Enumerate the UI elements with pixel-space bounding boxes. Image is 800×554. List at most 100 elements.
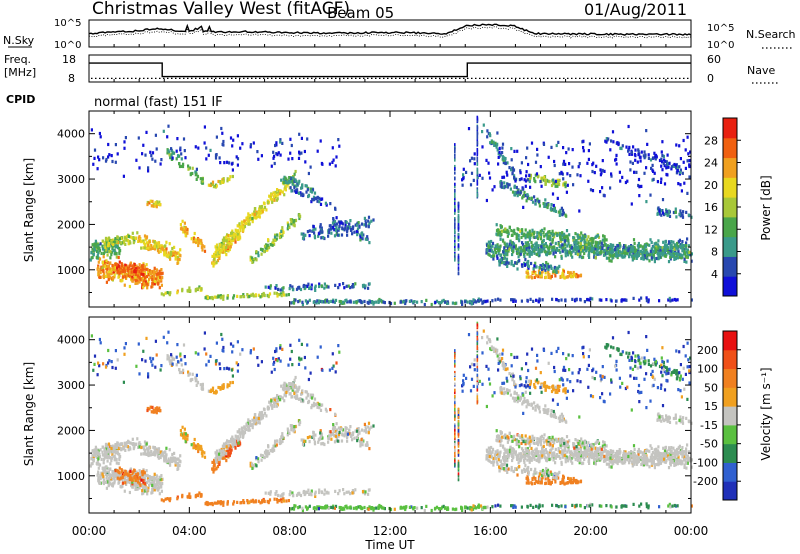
velocity-cell: [236, 443, 239, 447]
power-cell: [155, 205, 158, 209]
power-cell: [627, 149, 630, 153]
power-cell: [631, 258, 634, 262]
power-cell: [577, 165, 580, 169]
power-cell: [518, 239, 521, 243]
power-cell: [683, 251, 687, 256]
power-cell: [281, 190, 284, 194]
power-cell: [627, 248, 630, 253]
power-cell: [528, 179, 531, 184]
power-cell: [349, 228, 353, 232]
power-cell: [546, 205, 549, 210]
power-cell: [661, 198, 665, 202]
power-cell: [176, 261, 179, 265]
power-cell: [552, 203, 555, 208]
power-cell: [541, 298, 544, 302]
power-cell: [535, 235, 538, 239]
power-cell: [255, 250, 258, 254]
power-cell: [132, 241, 135, 245]
power-cell: [211, 182, 214, 186]
power-cell: [160, 292, 163, 296]
power-cell: [583, 240, 586, 244]
power-cell: [104, 245, 107, 249]
velocity-cell: [110, 446, 113, 451]
power-cell: [149, 272, 152, 276]
power-cell: [197, 243, 200, 248]
velocity-cell: [158, 492, 161, 496]
velocity-cell: [111, 446, 114, 450]
power-cell: [633, 246, 636, 250]
power-cell: [579, 244, 583, 248]
power-cell: [223, 161, 226, 165]
power-cell: [499, 253, 502, 258]
power-cell: [166, 135, 169, 139]
power-cell: [102, 268, 105, 273]
power-cell: [514, 179, 517, 183]
power-cell: [513, 298, 516, 302]
power-cell: [176, 137, 179, 141]
power-cell: [329, 202, 332, 206]
power-cell: [203, 141, 206, 145]
power-cell: [565, 249, 568, 253]
power-cell: [558, 232, 561, 236]
power-cell: [101, 239, 105, 243]
power-cell: [574, 251, 577, 256]
power-cell: [543, 234, 546, 238]
power-cell: [133, 267, 136, 271]
power-cell: [600, 250, 603, 254]
power-cell: [543, 264, 546, 268]
power-cell: [372, 302, 375, 306]
power-cell: [548, 245, 551, 249]
power-cell: [128, 284, 131, 289]
velocity-cell: [132, 478, 135, 482]
power-cell: [166, 291, 169, 295]
power-cell: [554, 241, 557, 245]
power-cell: [611, 251, 614, 256]
power-cell: [538, 266, 542, 270]
power-cell: [454, 158, 456, 162]
power-cell: [159, 275, 162, 279]
power-cell: [131, 231, 134, 235]
power-cell: [684, 166, 687, 170]
power-cell: [536, 199, 539, 203]
power-cell: [502, 250, 505, 254]
power-cell: [630, 150, 633, 154]
power-cell: [488, 249, 491, 253]
power-cell: [595, 164, 598, 168]
power-cell: [524, 251, 527, 255]
power-cell: [624, 180, 627, 185]
velocity-cell: [117, 461, 120, 466]
power-cell: [364, 221, 367, 226]
power-cell: [530, 261, 533, 266]
power-cell: [454, 164, 456, 168]
power-cell: [664, 254, 667, 258]
power-cell: [317, 232, 320, 236]
power-cell: [635, 254, 638, 258]
power-cell: [343, 286, 346, 290]
power-cell: [367, 286, 370, 290]
velocity-cell: [157, 408, 160, 413]
velocity-cell: [161, 452, 164, 456]
power-cell: [181, 164, 185, 169]
power-cell: [194, 170, 197, 174]
power-cell: [454, 205, 456, 209]
power-cell: [634, 148, 637, 152]
power-cell: [529, 297, 532, 301]
power-cell: [226, 233, 229, 237]
power-cell: [683, 249, 686, 253]
power-cell: [378, 297, 381, 302]
power-cell: [635, 256, 638, 260]
velocity-cell: [146, 492, 149, 496]
power-cell: [378, 299, 381, 303]
power-cell: [147, 270, 150, 274]
power-cell: [113, 268, 117, 272]
power-cell: [251, 258, 254, 262]
power-cell: [255, 210, 258, 214]
velocity-cell: [147, 486, 150, 490]
velocity-cell: [118, 456, 121, 460]
power-cell: [118, 271, 121, 275]
power-cell: [311, 190, 314, 194]
velocity-cell: [97, 457, 100, 461]
power-cell: [132, 236, 135, 240]
power-cell: [212, 264, 215, 268]
power-cell: [182, 230, 185, 234]
